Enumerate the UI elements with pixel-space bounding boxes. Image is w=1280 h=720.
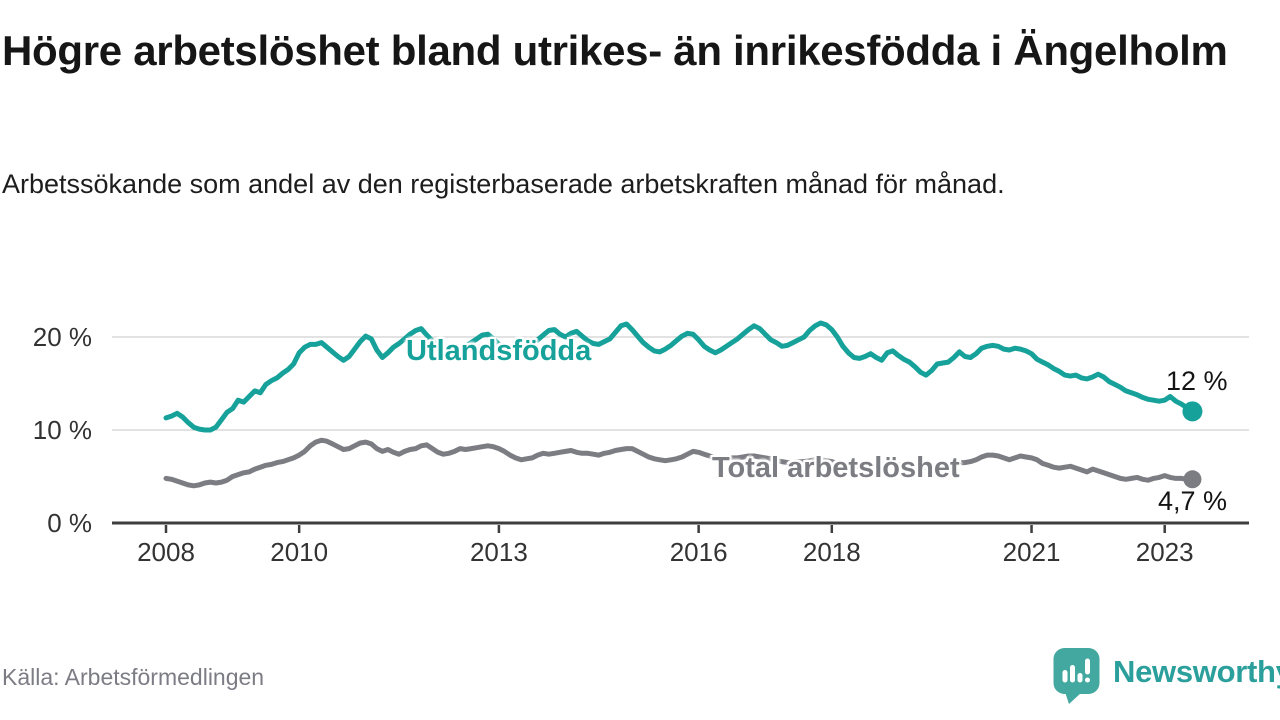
x-axis-label-2016: 2016 [669,537,728,567]
x-axis-label-2013: 2013 [469,537,528,567]
newsworthy-logo-text: Newsworthy [1113,654,1280,689]
newsworthy-logo: Newsworthy [1053,648,1280,704]
x-axis-label-2008: 2008 [137,537,195,567]
end-value-label-utlandsfodda: 12 % [1166,366,1228,396]
y-axis-label-10: 10 % [32,415,92,445]
series-label-total-arbetsloshet: Total arbetslöshet [712,452,960,484]
page-title: Högre arbetslöshet bland utrikes- än inr… [2,27,1228,74]
end-dot-utlandsfodda [1182,401,1203,422]
page-subtitle: Arbetssökande som andel av den registerb… [2,169,1005,199]
newsworthy-logo-icon [1053,648,1100,704]
x-axis-label-2010: 2010 [270,537,329,567]
series-line-total-arbetsloshet [163,437,1195,489]
y-axis-label-0: 0 % [47,508,92,538]
x-axis-label-2023: 2023 [1135,537,1194,567]
end-value-label-total: 4,7 % [1158,486,1228,516]
series-label-utlandsfodda: Utlandsfödda [406,335,592,367]
x-axis-label-2018: 2018 [802,537,861,567]
series-line-utlandsfodda [163,320,1195,433]
source-text: Källa: Arbetsförmedlingen [2,664,265,690]
y-axis-label-20: 20 % [32,322,92,352]
x-axis-label-2021: 2021 [1002,537,1061,567]
end-dot-total-arbetsloshet [1183,470,1202,489]
